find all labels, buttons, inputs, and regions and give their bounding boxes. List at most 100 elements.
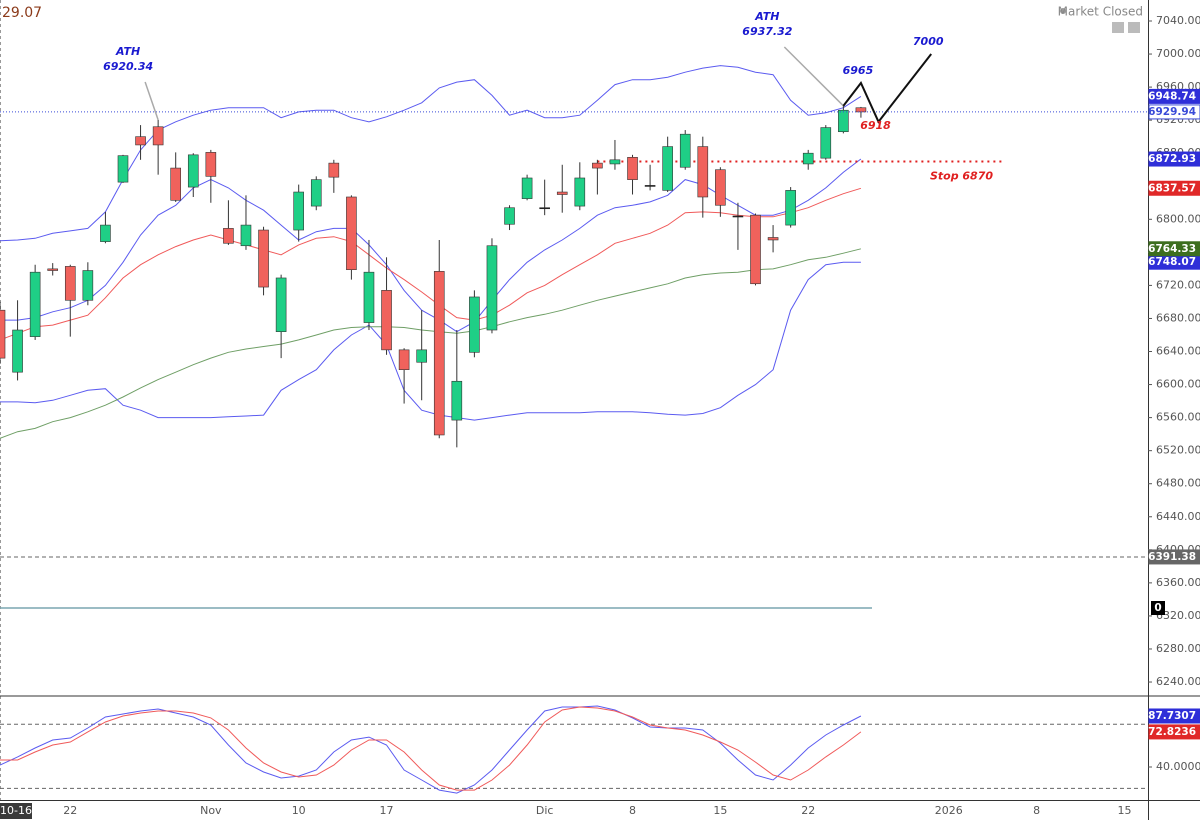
y-tick-label: 7040.00 <box>1156 14 1200 27</box>
candle-body <box>469 296 480 353</box>
candle-body <box>223 228 234 244</box>
candle-body <box>152 126 164 146</box>
y-tick-label: 6440.00 <box>1156 510 1200 523</box>
candle-body <box>750 214 761 285</box>
y-tick-label: 6800.00 <box>1156 212 1200 225</box>
x-tick-label: Nov <box>200 804 222 817</box>
indicator-line <box>0 248 862 439</box>
x-tick-label: 22 <box>801 804 815 817</box>
candle-body <box>785 190 796 226</box>
ath-label: ATH <box>115 45 140 58</box>
price-badge <box>1148 104 1200 120</box>
osc-y-tick-label: 40.0000 <box>1156 760 1200 773</box>
y-tick-label: 6240.00 <box>1156 675 1200 688</box>
price-badge <box>1148 151 1200 167</box>
candle-body <box>609 159 621 165</box>
x-tick-label: 10 <box>292 804 306 817</box>
ath-pointer <box>144 81 159 121</box>
x-tick-label: 2026 <box>935 804 963 817</box>
y-tick-label: 6640.00 <box>1156 345 1200 358</box>
candle-body <box>662 146 673 191</box>
candle-body <box>679 133 691 168</box>
x-tick-label: 10-16 <box>0 804 32 817</box>
settings-icon[interactable] <box>1112 22 1124 33</box>
price-badge <box>1148 241 1200 257</box>
ath-label: ATH <box>754 10 779 23</box>
candle-body <box>381 290 392 351</box>
projection-label: 6918 <box>860 119 891 132</box>
candle-body <box>715 169 726 206</box>
plot-area: Stop 6870 ATH 6920.34 ATH 6937.32 6965 6918 700… <box>0 10 1148 794</box>
price-badge-label: 72.8236 <box>1148 726 1196 738</box>
candle-body <box>240 224 252 247</box>
candle-body <box>592 162 603 169</box>
indicator-line <box>0 261 861 421</box>
price-badge <box>1148 180 1200 196</box>
price-badge-label: 6929.94 <box>1148 106 1196 118</box>
candle-body <box>187 154 199 188</box>
y-tick-label: 6280.00 <box>1156 642 1200 655</box>
candle-body <box>82 270 94 301</box>
y-tick-label: 6320.00 <box>1156 609 1200 622</box>
candle-body <box>767 237 779 241</box>
candle-body <box>697 146 709 198</box>
ath-value: 6937.32 <box>742 25 792 38</box>
y-tick-label: 7000.00 <box>1156 47 1200 60</box>
market-status: Market Closed <box>1058 5 1143 19</box>
candle-body <box>100 224 111 242</box>
candle-body <box>838 109 849 133</box>
candle-body <box>293 191 304 231</box>
candle-body <box>416 349 427 363</box>
candle-body <box>574 177 586 207</box>
overlay-badge <box>1151 601 1165 615</box>
candle-body <box>627 157 638 180</box>
candle-body <box>802 152 814 165</box>
candle-body <box>275 277 287 332</box>
y-tick-label: 6680.00 <box>1156 311 1200 324</box>
x-tick-label: 8 <box>1033 804 1040 817</box>
candle-body <box>328 162 340 178</box>
x-tick-label: 15 <box>1117 804 1131 817</box>
candle-body <box>29 271 41 337</box>
price-badge <box>1148 88 1200 104</box>
current-date-box <box>0 803 32 819</box>
candle-body <box>363 271 375 323</box>
price-badge-label: 6948.74 <box>1148 90 1196 102</box>
candle-body <box>135 136 146 146</box>
candle-body <box>644 185 656 187</box>
candle-body <box>117 155 129 183</box>
indicator-line <box>0 65 862 242</box>
y-tick-label: 6600.00 <box>1156 378 1200 391</box>
price-badge-label: 6391.38 <box>1148 551 1196 563</box>
candle-body <box>258 229 269 288</box>
candle-body <box>346 196 357 271</box>
candle-body <box>398 349 410 370</box>
candle-body <box>12 329 23 373</box>
projection-path <box>842 53 932 124</box>
price-badge-label: 87.7307 <box>1148 710 1196 722</box>
x-tick-label: 8 <box>629 804 636 817</box>
candle-body <box>820 127 832 159</box>
candle-body <box>556 191 568 195</box>
x-tick-label: 22 <box>63 804 77 817</box>
stop-label: Stop 6870 <box>930 169 993 182</box>
candle-body <box>732 215 744 218</box>
y-tick-label: 6720.00 <box>1156 278 1200 291</box>
osc-line <box>0 706 862 791</box>
axes: 6240.006280.006320.006360.006400.006440.… <box>0 14 1200 819</box>
price-badge-label: 6764.33 <box>1148 243 1196 255</box>
price-badge <box>1148 724 1200 740</box>
overlay-badge-label: 0 <box>1154 602 1161 614</box>
candle-body <box>170 167 181 201</box>
candle-body <box>47 268 59 271</box>
x-tick-label: 15 <box>713 804 727 817</box>
y-tick-label: 6520.00 <box>1156 444 1200 457</box>
candle-body <box>451 380 463 421</box>
candle-body <box>521 177 533 199</box>
price-badge-label: 6872.93 <box>1148 153 1196 165</box>
settings-icon[interactable] <box>1128 22 1140 33</box>
candle-body <box>0 309 6 359</box>
y-tick-label: 6560.00 <box>1156 411 1200 424</box>
